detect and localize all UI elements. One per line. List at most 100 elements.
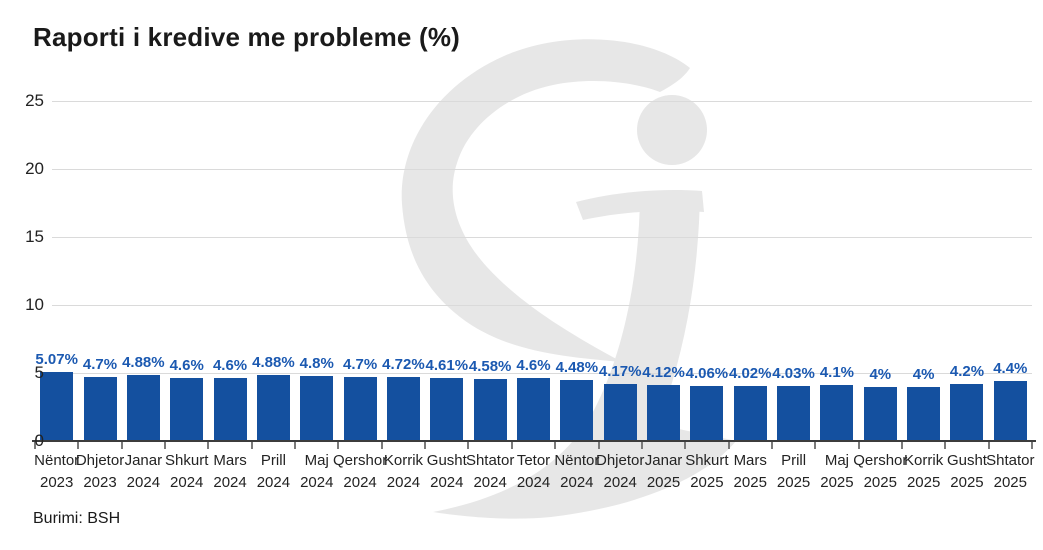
x-axis-category-label: Prill 2025 (751, 450, 837, 494)
bar-qershor-2024 (343, 377, 377, 440)
x-axis-category-label: Maj 2024 (274, 450, 360, 494)
x-axis-tick (640, 442, 643, 449)
x-axis-tick (987, 442, 990, 449)
x-label-month: Korrik (383, 452, 424, 469)
x-label-year: 2024 (343, 474, 377, 491)
gridline-20 (52, 169, 1032, 170)
x-axis-tick (727, 442, 730, 449)
x-label-month: Mars (733, 452, 767, 469)
bar-maj-2025 (820, 385, 854, 440)
bar-gusht-2025 (950, 384, 984, 440)
x-axis-tick (467, 442, 470, 449)
gridline-15 (52, 237, 1032, 238)
x-label-month: Gusht (946, 452, 987, 469)
bar-prill-2025 (777, 386, 811, 440)
x-axis-category-label: Janar 2024 (100, 450, 186, 494)
bar-value-label: 4.6% (212, 357, 248, 374)
x-axis-tick (770, 442, 773, 449)
bar-qershor-2025 (863, 387, 897, 440)
bar-gusht-2024 (430, 378, 464, 440)
x-label-month: Korrik (904, 452, 944, 469)
x-label-month: Mars (213, 452, 247, 469)
bar-korrik-2024 (386, 377, 420, 440)
x-label-year: 2025 (733, 474, 767, 491)
watermark-s-swash (401, 39, 690, 362)
x-axis-category-label: Maj 2025 (794, 450, 880, 494)
bar-value-label: 4.7% (82, 356, 118, 373)
x-axis-tick (1031, 442, 1033, 449)
x-axis-category-label: Shkurt 2024 (144, 450, 230, 494)
x-label-year: 2024 (126, 474, 161, 491)
chart-title: Raporti i kredive me probleme (%) (33, 22, 461, 52)
x-axis-tick (900, 442, 903, 449)
bar-dhjetor-2024 (603, 384, 637, 440)
x-label-month: Qershor (333, 452, 388, 469)
bar-mars-2025 (733, 386, 767, 440)
bar-value-label: 4.02% (728, 365, 772, 382)
x-axis-tick (77, 442, 80, 449)
bar-value-label: 4.8% (299, 355, 334, 372)
x-label-month: Nëntor (34, 452, 80, 469)
y-axis-label-0: 0 (34, 431, 44, 450)
bar-value-label: 5.07% (35, 351, 78, 368)
y-axis-label-5: 5 (34, 363, 44, 382)
x-axis-tick (337, 442, 340, 449)
x-axis-category-label: Qershor 2025 (837, 450, 923, 494)
x-label-month: Dhjetor (75, 452, 125, 469)
x-label-year: 2024 (386, 474, 421, 491)
bar-shkurt-2024 (170, 378, 204, 440)
gridline-25 (52, 101, 1032, 102)
x-axis-tick (510, 442, 513, 449)
x-label-month: Shkurt (165, 452, 209, 469)
x-label-month: Qershor (853, 452, 908, 469)
x-axis-category-label: Mars 2025 (707, 450, 793, 494)
y-axis-label-10: 10 (25, 295, 44, 314)
x-axis-tick (814, 442, 817, 449)
x-axis-category-label: Prill 2024 (230, 450, 316, 494)
x-axis-tick (944, 442, 947, 449)
x-axis-tick (34, 442, 36, 449)
x-axis-category-label: Nëntor 2023 (14, 450, 100, 494)
x-axis-category-label: Dhjetor 2023 (57, 450, 143, 494)
bar-janar-2024 (126, 375, 160, 440)
x-label-year: 2024 (213, 474, 247, 491)
x-axis-tick (857, 442, 860, 449)
x-axis-tick (120, 442, 123, 449)
y-axis-label-15: 15 (25, 227, 44, 246)
x-label-month: Maj (304, 452, 329, 469)
bar-value-label: 4.88% (122, 354, 165, 371)
x-axis-category-label: Shtator 2025 (967, 450, 1043, 494)
x-label-year: 2023 (83, 474, 117, 491)
x-axis-category-label: Gusht 2025 (924, 450, 1010, 494)
x-label-year: 2024 (300, 474, 334, 491)
x-label-year: 2024 (256, 474, 291, 491)
x-axis-category-label: Qershor 2024 (317, 450, 403, 494)
bar-value-label: 4.1% (819, 364, 855, 381)
x-axis-tick (164, 442, 167, 449)
x-axis-tick (684, 442, 687, 449)
x-axis-category-label: Korrik 2025 (881, 450, 967, 494)
bar-nëntor-2024 (560, 380, 594, 440)
bar-maj-2024 (300, 376, 334, 440)
x-axis-tick (424, 442, 427, 449)
x-label-year: 2025 (993, 474, 1027, 491)
bar-shtator-2024 (473, 379, 507, 440)
bar-dhjetor-2023 (83, 377, 117, 440)
bar-value-label: 4.88% (252, 354, 295, 371)
x-axis-tick (207, 442, 210, 449)
bar-value-label: 4.4% (993, 360, 1028, 377)
x-label-month: Maj (824, 452, 849, 469)
bar-tetor-2024 (517, 378, 550, 440)
bar-value-label: 4.03% (772, 365, 815, 382)
bar-value-label: 4.7% (342, 356, 378, 373)
x-axis-category-label: Korrik 2024 (360, 450, 446, 494)
x-label-month: Prill (260, 452, 286, 469)
x-axis-line (32, 440, 1036, 442)
x-label-year: 2024 (170, 474, 204, 491)
x-axis-tick (597, 442, 600, 449)
x-label-year: 2023 (39, 474, 74, 491)
bar-prill-2024 (256, 375, 290, 440)
x-axis-tick (294, 442, 297, 449)
bar-shtator-2025 (993, 381, 1027, 440)
